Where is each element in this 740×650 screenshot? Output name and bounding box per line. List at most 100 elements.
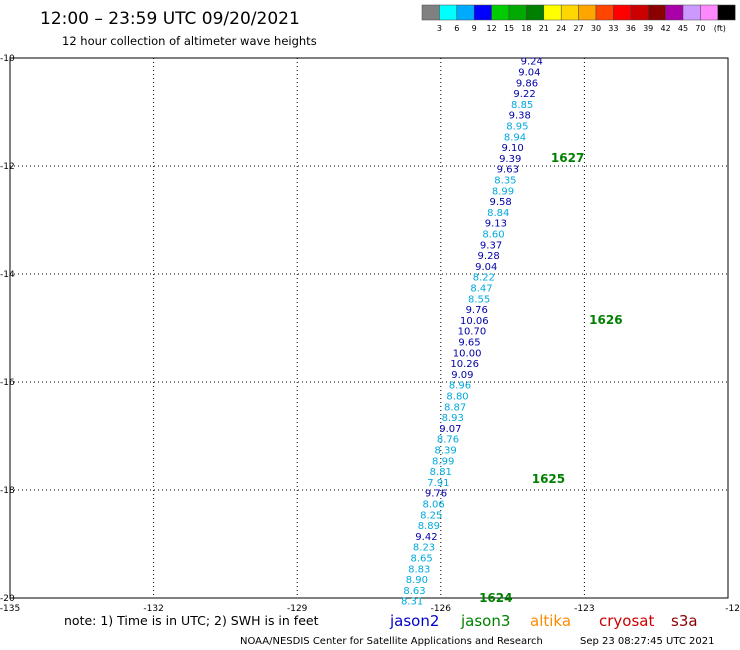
swh-value-label: 10.00 (453, 348, 482, 359)
colorbar-swatch (630, 4, 649, 21)
swh-value-label: 9.22 (513, 89, 535, 100)
plot-frame (9, 57, 729, 599)
footer-note: note: 1) Time is in UTC; 2) SWH is in fe… (64, 613, 319, 628)
time-label: 1625 (532, 472, 565, 486)
swh-value-label: 9.76 (466, 305, 488, 316)
swh-value-label: 9.09 (451, 370, 473, 381)
colorbar-swatch (439, 4, 458, 21)
time-labels: 1627 1626 1625 1624 (479, 151, 622, 605)
swh-value-label: 8.81 (430, 467, 452, 478)
colorbar-label: 3 (437, 24, 442, 33)
swh-value-label: 10.70 (458, 327, 487, 338)
colorbar-legend: 3 6 9 12 15 18 21 24 27 30 33 36 39 42 45 70 (ft) (421, 4, 736, 33)
swh-value-label: 8.99 (492, 186, 514, 197)
swh-value-label: 9.42 (415, 532, 437, 543)
colorbar-label: 15 (504, 24, 514, 33)
swh-value-label: 8.93 (442, 413, 464, 424)
colorbar-swatch (421, 4, 440, 21)
swh-value-label: 9.38 (509, 111, 531, 122)
colorbar-swatch (717, 4, 736, 21)
x-tick-label: -132 (143, 604, 163, 614)
colorbar-swatch (508, 4, 527, 21)
satellite-legend: jason2 jason3 altika cryosat s3a (389, 612, 698, 630)
swh-value-label: 8.87 (444, 402, 466, 413)
x-tick-label: -123 (574, 604, 594, 614)
swh-value-label: 9.65 (458, 338, 480, 349)
colorbar-label: 36 (626, 24, 636, 33)
colorbar-swatch (560, 4, 579, 21)
swh-value-label: 8.96 (449, 381, 471, 392)
colorbar-label: 18 (521, 24, 531, 33)
swh-value-label: 8.85 (511, 100, 533, 111)
colorbar-label: 24 (556, 24, 566, 33)
y-tick-label: -18 (0, 486, 15, 496)
swh-value-label: 9.63 (497, 165, 519, 176)
swh-value-label: 8.31 (401, 597, 423, 608)
footer-timestamp: Sep 23 08:27:45 UTC 2021 (580, 636, 714, 647)
colorbar-swatch (578, 4, 597, 21)
swh-value-label: 10.06 (460, 316, 489, 327)
x-tick-label: -129 (287, 604, 308, 614)
y-axis-ticks: -10 -12 -14 -16 -18 -20 (0, 54, 15, 604)
colorbar-label: 12 (487, 24, 497, 33)
colorbar-label: 39 (643, 24, 653, 33)
satellite-cryosat: cryosat (599, 612, 654, 630)
colorbar-swatch (682, 4, 701, 21)
colorbar-label: 42 (661, 24, 671, 33)
swh-value-label: 8.60 (482, 230, 504, 241)
colorbar-label: 21 (539, 24, 549, 33)
swh-value-label: 8.47 (470, 284, 492, 295)
swh-value-label: 9.04 (475, 262, 497, 273)
footer-credit: NOAA/NESDIS Center for Satellite Applica… (240, 636, 543, 647)
swh-value-label: 9.58 (490, 197, 512, 208)
y-tick-label: -10 (0, 54, 15, 64)
swh-points: 9.249.049.869.228.859.388.958.949.109.39… (401, 57, 543, 608)
chart-subtitle: 12 hour collection of altimeter wave hei… (62, 34, 317, 48)
time-label: 1624 (479, 591, 512, 605)
x-axis-ticks: -135 -132 -129 -126 -123 -12 (0, 604, 740, 614)
swh-value-label: 9.76 (425, 489, 447, 500)
colorbar-label: 9 (472, 24, 477, 33)
colorbar-swatch (491, 4, 510, 21)
y-tick-label: -14 (0, 270, 15, 280)
swh-value-label: 8.39 (434, 446, 456, 457)
swh-value-label: 9.10 (501, 143, 523, 154)
colorbar-swatch (473, 4, 492, 21)
swh-value-label: 8.63 (403, 586, 425, 597)
x-tick-label: -12 (725, 604, 740, 614)
swh-value-label: 8.84 (487, 208, 509, 219)
colorbar-unit: (ft) (714, 24, 726, 33)
swh-value-label: 8.22 (473, 273, 495, 284)
colorbar-label: 45 (678, 24, 688, 33)
swh-value-label: 8.94 (504, 132, 526, 143)
grid-lines (10, 58, 728, 598)
colorbar-label: 70 (695, 24, 705, 33)
satellite-jason2: jason2 (389, 612, 439, 630)
time-label: 1626 (589, 313, 622, 327)
y-tick-label: -16 (0, 378, 15, 388)
swh-value-label: 9.07 (439, 424, 461, 435)
chart-title: 12:00 – 23:59 UTC 09/20/2021 (40, 9, 300, 29)
x-tick-label: -126 (431, 604, 452, 614)
swh-value-label: 8.80 (446, 392, 468, 403)
swh-value-label: 8.23 (413, 543, 435, 554)
colorbar-swatch (647, 4, 666, 21)
swh-value-label: 8.35 (494, 176, 516, 187)
colorbar-swatch (526, 4, 545, 21)
x-tick-label: -135 (0, 604, 20, 614)
satellite-altika: altika (530, 612, 571, 630)
colorbar-swatch (456, 4, 475, 21)
colorbar-swatch (665, 4, 684, 21)
swh-value-label: 8.89 (418, 521, 440, 532)
swh-value-label: 7.91 (427, 478, 449, 489)
swh-value-label: 8.55 (468, 294, 490, 305)
colorbar-swatch (700, 4, 719, 21)
swh-value-label: 9.13 (485, 219, 507, 230)
swh-value-label: 8.83 (408, 564, 430, 575)
colorbar-swatch (543, 4, 562, 21)
colorbar-label: 27 (574, 24, 584, 33)
swh-value-label: 8.90 (406, 575, 428, 586)
swh-value-label: 8.06 (422, 500, 444, 511)
swh-value-label: 8.95 (506, 122, 528, 133)
